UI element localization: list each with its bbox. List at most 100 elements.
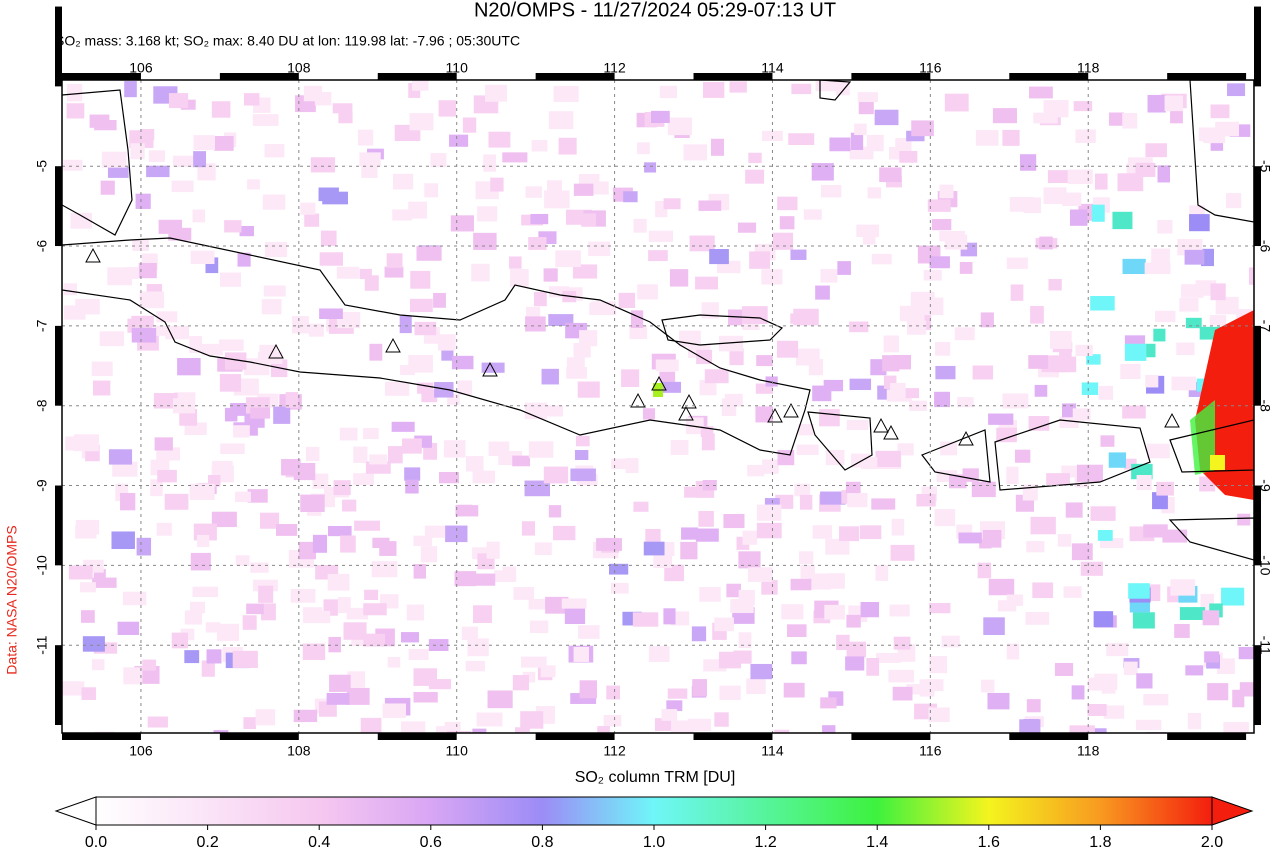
so2-pixel (1006, 257, 1028, 269)
so2-pixel (214, 136, 234, 151)
so2-pixel (779, 216, 795, 230)
so2-pixel (935, 365, 956, 380)
so2-pixel (839, 526, 860, 542)
so2-pixel (742, 530, 758, 545)
so2-pixel (351, 634, 373, 647)
border-bar (55, 166, 62, 247)
so2-pixel (1174, 623, 1190, 638)
so2-pixel (332, 103, 353, 114)
so2-pixel (698, 200, 722, 211)
so2-pixel (1143, 343, 1156, 358)
so2-pixel (193, 151, 207, 168)
so2-pixel (815, 80, 842, 92)
so2-pixel (353, 446, 368, 464)
so2-pixel (417, 382, 434, 394)
so2-pixel (476, 712, 503, 727)
so2-pixel (107, 267, 133, 286)
so2-pixel (305, 446, 320, 462)
border-bar (1167, 733, 1247, 740)
colorbar-tick-label: 0.6 (420, 834, 442, 851)
so2-pixel (555, 250, 581, 268)
so2-pixel (573, 343, 591, 358)
so2-pixel (1227, 83, 1246, 97)
so2-pixel (336, 266, 360, 279)
so2-pixel (871, 253, 892, 265)
so2-pixel (1097, 530, 1113, 541)
so2-pixel (1087, 703, 1107, 716)
so2-pixel (79, 582, 96, 593)
so2-pixel (293, 709, 318, 723)
so2-pixel (1179, 607, 1206, 620)
so2-pixel (874, 109, 899, 126)
so2-pixel (747, 464, 765, 477)
so2-pixel (566, 357, 585, 372)
so2-pixels (62, 80, 1254, 733)
so2-pixel (609, 563, 629, 575)
so2-pixel (997, 600, 1017, 612)
so2-pixel (564, 607, 586, 625)
so2-pixel (750, 663, 773, 680)
so2-pixel (544, 190, 570, 209)
so2-pixel (220, 443, 245, 455)
so2-pixel (285, 392, 299, 408)
so2-pixel (820, 697, 837, 709)
so2-pixel (153, 393, 178, 409)
so2-pixel (859, 525, 882, 540)
so2-pixel (1075, 129, 1096, 143)
x-tick-label-top: 116 (919, 60, 942, 76)
so2-pixel (875, 565, 889, 581)
so2-pixel (648, 250, 668, 262)
so2-pixel (252, 114, 279, 126)
so2-pixel (386, 253, 403, 268)
so2-pixel (1093, 611, 1114, 628)
border-bar (1254, 166, 1261, 247)
so2-pixel (472, 547, 495, 560)
so2-pixel (502, 566, 517, 582)
map-frame: 106 106 108 108 110 110 112 112 114 114 116 116 118 1… (34, 6, 1272, 759)
so2-pixel (1010, 284, 1024, 301)
so2-pixel (798, 423, 814, 436)
coast-bali (807, 411, 873, 471)
so2-pixel (684, 486, 697, 498)
so2-pixel (1069, 725, 1095, 733)
so2-pixel (190, 552, 211, 571)
so2-pixel (819, 409, 840, 427)
so2-pixel (101, 151, 127, 168)
so2-pixel (416, 246, 442, 261)
so2-pixel (193, 135, 216, 151)
so2-pixel (879, 167, 902, 183)
so2-pixel (895, 388, 920, 399)
so2-pixel (473, 232, 497, 250)
so2-pixel (1043, 100, 1069, 118)
so2-pixel (171, 180, 194, 193)
so2-pixel (581, 213, 597, 227)
so2-pixel (663, 608, 676, 625)
so2-pixel (405, 479, 419, 494)
so2-pixel (1189, 214, 1210, 232)
so2-pixel (1185, 665, 1204, 676)
coast-flores (1169, 419, 1254, 473)
so2-pixel (1081, 382, 1099, 395)
border-bar (377, 73, 457, 80)
so2-pixel (261, 299, 282, 315)
so2-pixel (1094, 673, 1118, 691)
so2-pixel (858, 102, 874, 115)
so2-pixel (1151, 248, 1170, 263)
so2-pixel (450, 215, 474, 232)
so2-pixel (192, 586, 219, 597)
so2-pixel (681, 527, 699, 540)
so2-pixel (633, 218, 647, 233)
so2-pixel (704, 369, 729, 384)
so2-pixel (543, 268, 558, 282)
so2-pixel (906, 684, 924, 695)
so2-pixel (424, 183, 439, 198)
so2-pixel (319, 701, 337, 717)
so2-pixel (1181, 284, 1204, 298)
so2-pixel (338, 112, 353, 124)
so2-pixel (131, 327, 157, 343)
so2-pixel (820, 269, 838, 283)
so2-pixel (1144, 262, 1171, 275)
so2-pixel (472, 728, 487, 733)
so2-pixel (1143, 524, 1168, 538)
so2-pixel (391, 421, 415, 432)
